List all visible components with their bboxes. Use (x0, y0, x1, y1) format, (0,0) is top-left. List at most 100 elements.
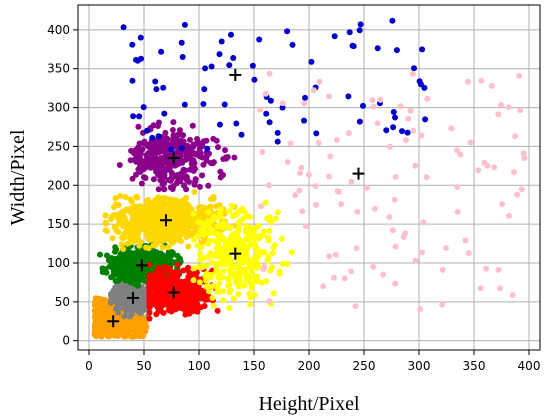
data-point (190, 277, 197, 284)
data-point (491, 164, 498, 171)
data-point (146, 219, 153, 226)
data-point (241, 254, 247, 260)
data-point (122, 216, 129, 223)
data-point (207, 225, 214, 232)
data-point (199, 264, 206, 271)
data-point (187, 149, 194, 155)
data-point (146, 285, 153, 292)
data-point (419, 46, 426, 53)
data-point (169, 281, 176, 288)
data-point (217, 206, 224, 213)
data-point (263, 278, 270, 285)
data-point (155, 213, 162, 220)
data-point (267, 267, 274, 274)
data-point (135, 248, 142, 255)
data-point (369, 97, 376, 104)
data-point (302, 94, 308, 101)
data-point (160, 173, 167, 180)
centroid-marker (167, 152, 180, 165)
data-point (251, 76, 258, 83)
data-point (120, 246, 127, 252)
data-point (148, 160, 155, 167)
data-point (214, 307, 221, 314)
data-point (200, 227, 207, 234)
data-point (390, 109, 397, 115)
data-point (448, 125, 455, 132)
data-point (118, 258, 125, 265)
data-point (161, 165, 168, 172)
data-point (326, 93, 332, 100)
data-point (258, 279, 265, 286)
data-point (266, 70, 273, 77)
data-point (392, 243, 399, 250)
data-point (153, 165, 159, 172)
x-axis-ticks: 0 50 100 150 200 250 300 350 400 (85, 350, 540, 373)
data-point (140, 140, 147, 147)
data-point (235, 277, 242, 284)
data-point (95, 312, 102, 319)
data-point (488, 82, 495, 89)
data-point (360, 102, 366, 109)
data-point (303, 223, 309, 230)
data-point (221, 210, 228, 217)
data-point (497, 285, 504, 292)
data-point (215, 144, 221, 151)
data-point (152, 287, 159, 293)
data-point (138, 157, 145, 164)
data-point (210, 302, 217, 309)
data-point (200, 101, 207, 107)
data-point (158, 236, 165, 242)
data-point (146, 315, 153, 322)
data-point (115, 309, 122, 316)
data-point (363, 184, 370, 191)
data-point (136, 221, 142, 228)
data-point (220, 267, 227, 274)
data-point (161, 145, 168, 152)
data-point (235, 283, 242, 290)
data-point (353, 245, 360, 252)
data-point (209, 295, 216, 301)
data-point (422, 116, 429, 123)
data-point (117, 252, 124, 259)
data-point (104, 252, 110, 259)
x-tick-label: 250 (353, 359, 376, 373)
data-point (352, 303, 359, 310)
data-point (310, 87, 317, 94)
data-point (157, 302, 164, 309)
data-point (163, 151, 170, 158)
data-point (166, 164, 173, 171)
data-point (410, 127, 417, 134)
data-point (204, 145, 211, 152)
data-point (185, 264, 191, 271)
data-point (140, 213, 146, 220)
data-point (183, 282, 189, 288)
data-point (103, 228, 110, 235)
data-point (520, 150, 527, 157)
data-point (403, 137, 409, 144)
centroid-marker (127, 291, 139, 304)
data-point (112, 201, 119, 208)
data-point (166, 196, 173, 203)
data-point (315, 139, 322, 146)
x-tick-label: 350 (463, 359, 486, 373)
data-point (327, 153, 334, 160)
data-point (171, 173, 178, 180)
data-point (120, 24, 127, 31)
data-point (521, 155, 528, 162)
data-point (102, 212, 109, 219)
data-point (112, 248, 118, 255)
x-tick-label: 50 (136, 359, 151, 373)
data-point (165, 294, 172, 301)
data-point (208, 196, 215, 203)
data-point (357, 21, 364, 28)
data-point (220, 297, 227, 304)
data-point (266, 119, 273, 126)
data-point (210, 135, 217, 142)
data-point (220, 156, 227, 162)
data-point (229, 202, 236, 209)
data-point (370, 263, 377, 270)
data-point (439, 301, 446, 308)
data-point (152, 78, 159, 85)
data-point (467, 139, 474, 146)
data-point (221, 101, 228, 108)
